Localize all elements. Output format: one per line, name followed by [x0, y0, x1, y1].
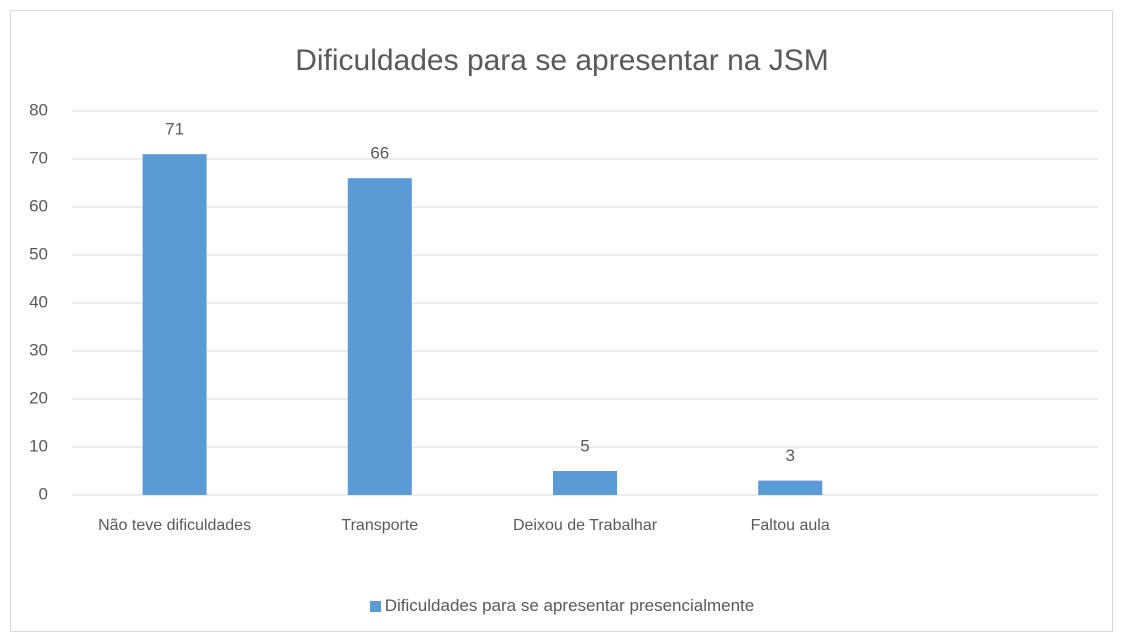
y-tick-label: 30 — [29, 340, 48, 359]
y-tick-label: 40 — [29, 292, 48, 311]
data-label: 5 — [580, 436, 589, 455]
y-tick-label: 60 — [29, 196, 48, 215]
x-tick-label: Transporte — [341, 517, 419, 534]
data-label: 66 — [370, 144, 389, 163]
x-tick-label: Não teve dificuldades — [98, 517, 252, 534]
x-tick-label: Deixou de Trabalhar — [512, 517, 658, 534]
y-tick-label: 70 — [29, 148, 48, 167]
bar — [553, 471, 617, 495]
legend-label: Dificuldades para se apresentar presenci… — [384, 596, 755, 615]
legend: Dificuldades para se apresentar presenci… — [0, 596, 1124, 616]
chart-title: Dificuldades para se apresentar na JSM — [295, 44, 829, 77]
y-tick-label: 20 — [29, 388, 48, 407]
y-tick-label: 50 — [29, 244, 48, 263]
bar — [758, 480, 823, 495]
data-label: 3 — [785, 446, 794, 465]
bar — [347, 178, 412, 495]
legend-swatch — [369, 600, 381, 612]
bar — [142, 154, 207, 495]
y-tick-label: 10 — [29, 436, 48, 455]
x-tick-label: Faltou aula — [750, 517, 830, 534]
y-tick-label: 80 — [29, 100, 48, 119]
y-tick-label: 0 — [39, 484, 48, 503]
data-label: 71 — [165, 120, 184, 139]
